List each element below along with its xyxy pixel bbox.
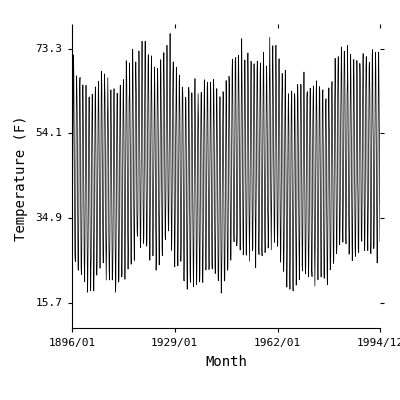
Y-axis label: Temperature (F): Temperature (F) (14, 115, 28, 241)
X-axis label: Month: Month (205, 355, 247, 369)
